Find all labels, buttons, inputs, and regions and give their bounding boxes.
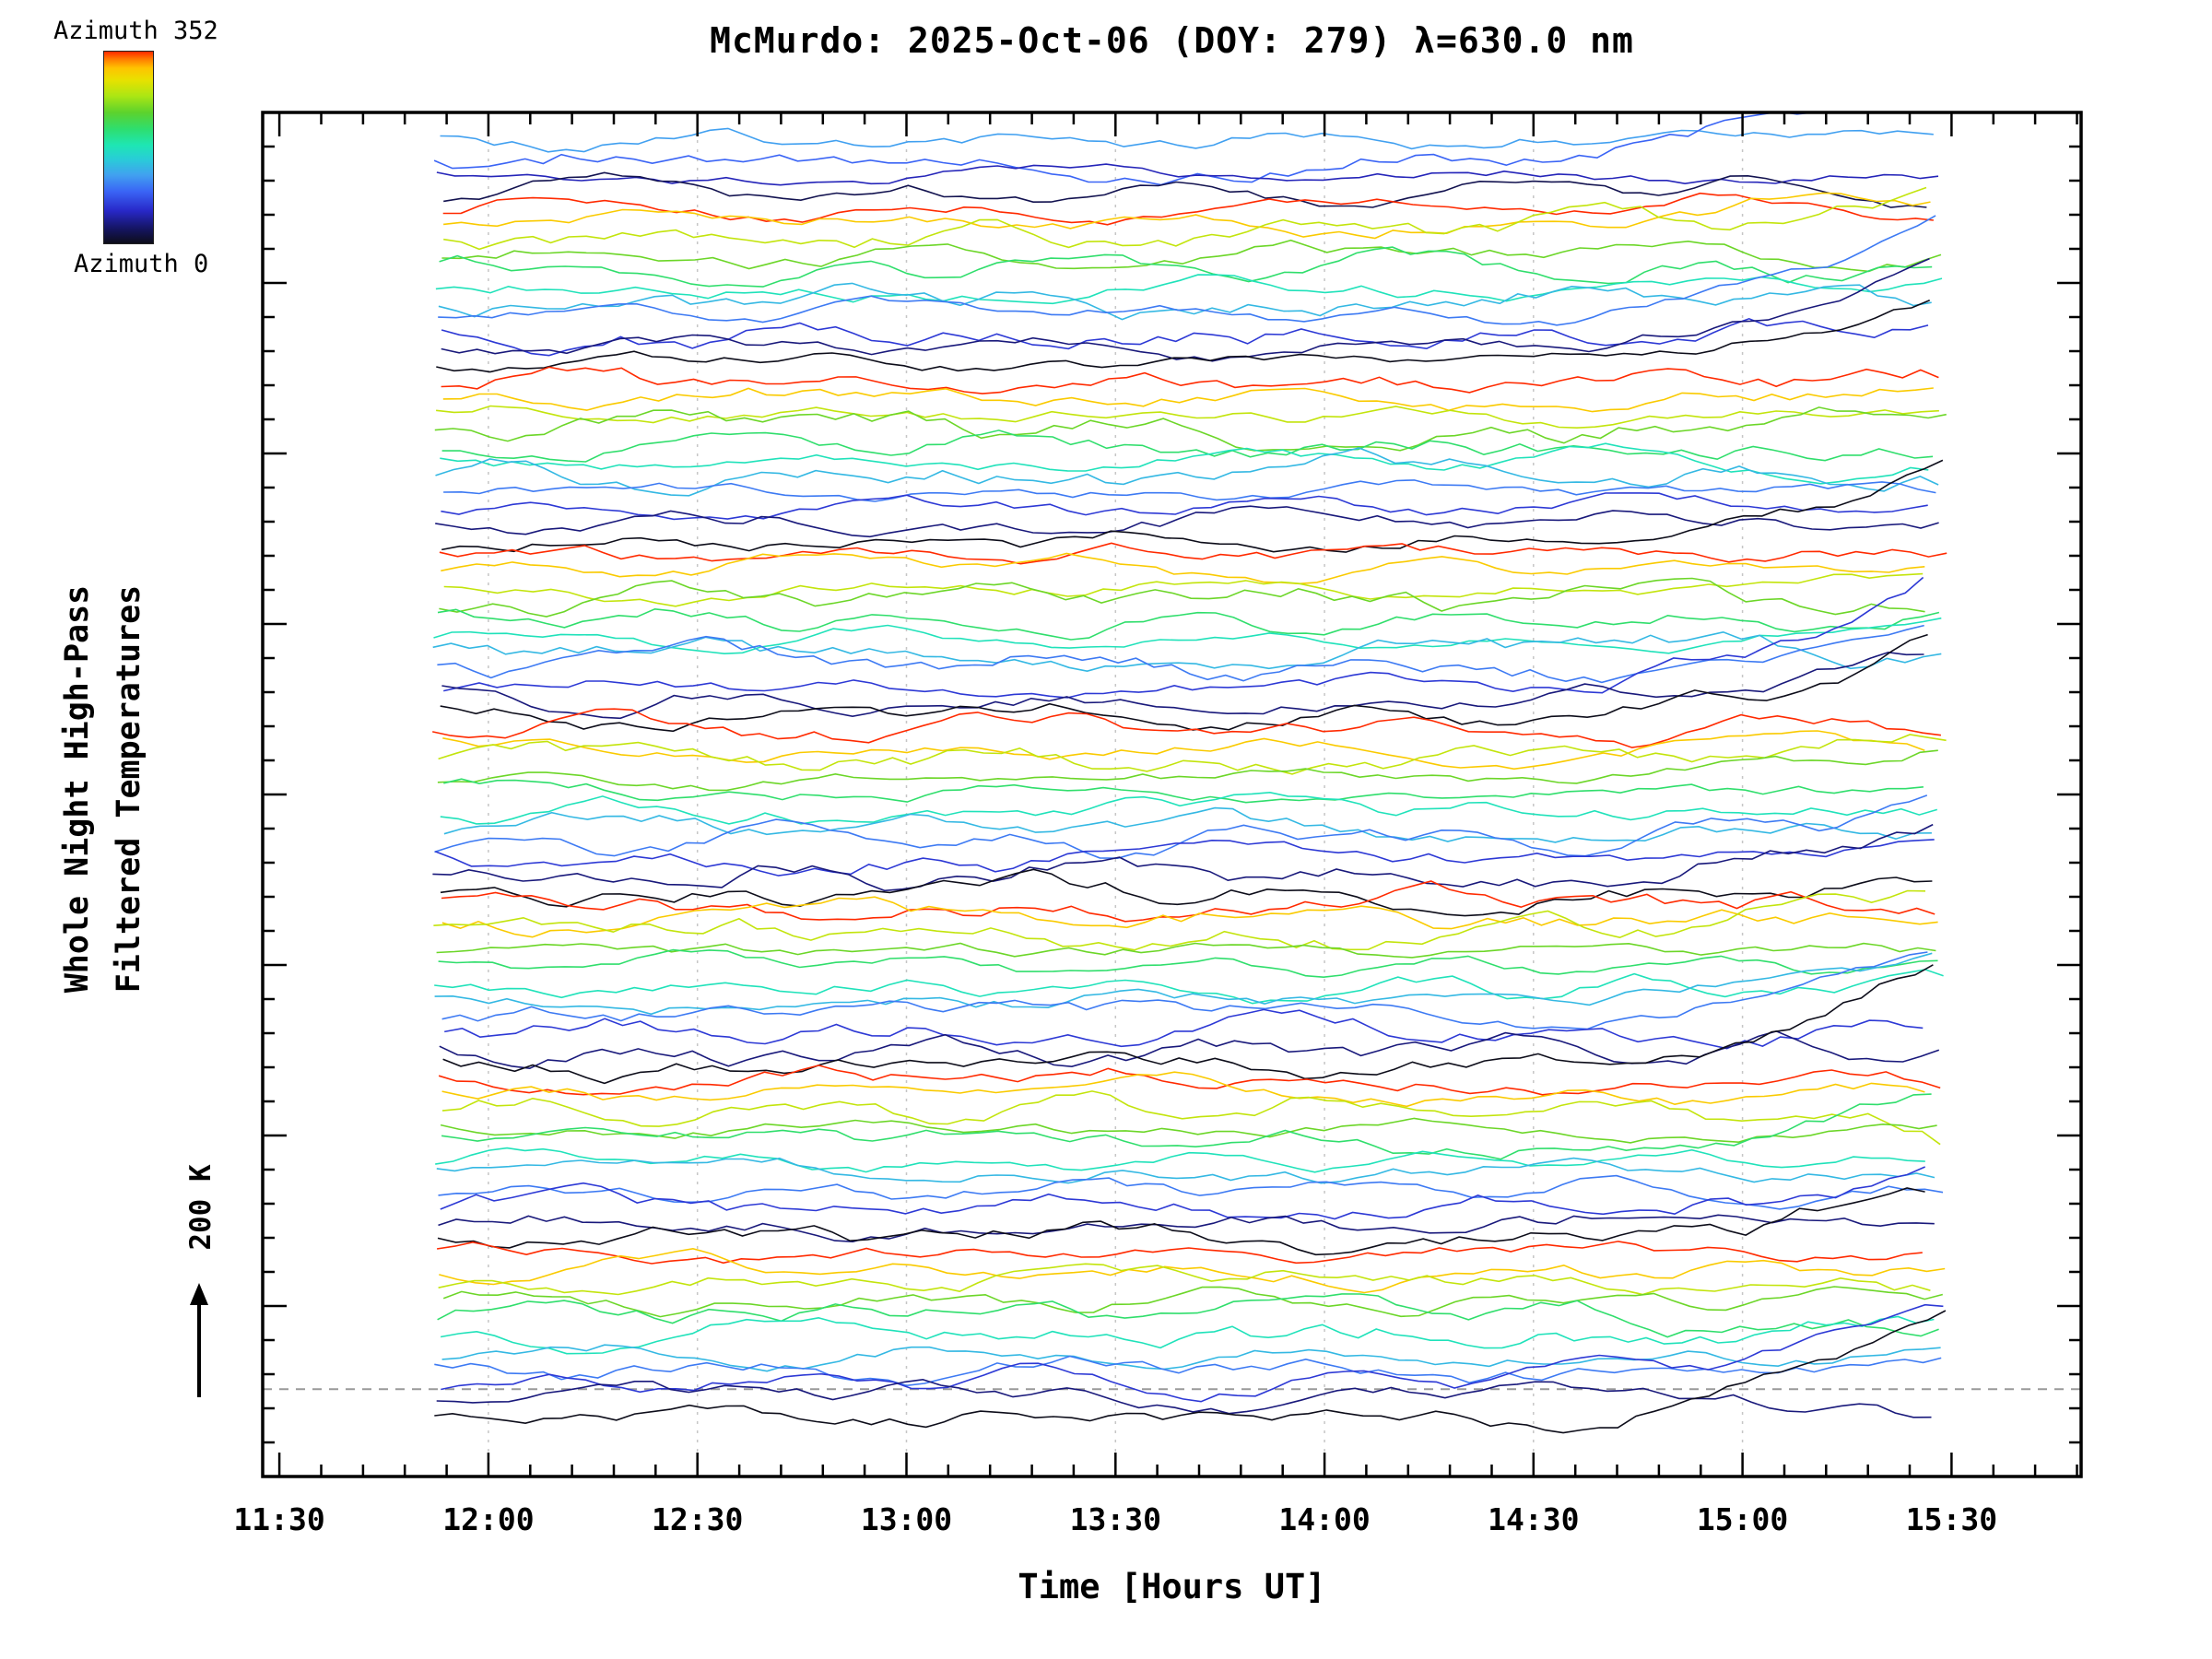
colorbar-min-label: Azimuth 0 — [74, 250, 209, 278]
azimuth-colorbar: Azimuth 352 Azimuth 0 — [48, 17, 251, 278]
svg-text:13:30: 13:30 — [1070, 1501, 1161, 1537]
svg-text:11:30: 11:30 — [233, 1501, 324, 1537]
y-axis-label-line2: Filtered Temperatures — [111, 584, 147, 994]
svg-text:12:00: 12:00 — [442, 1501, 534, 1537]
y-axis-label-line1: Whole Night High-Pass — [59, 584, 96, 994]
colorbar-gradient — [103, 51, 154, 244]
scale-bar-label: 200 K — [184, 1164, 218, 1251]
svg-text:14:00: 14:00 — [1278, 1501, 1370, 1537]
svg-text:12:30: 12:30 — [652, 1501, 743, 1537]
svg-text:14:30: 14:30 — [1488, 1501, 1579, 1537]
svg-text:15:30: 15:30 — [1906, 1501, 1997, 1537]
svg-text:15:00: 15:00 — [1697, 1501, 1788, 1537]
colorbar-max-label: Azimuth 352 — [53, 17, 218, 45]
y-axis-label: Whole Night High-Pass Filtered Temperatu… — [52, 393, 155, 1185]
plot-title: McMurdo: 2025-Oct-06 (DOY: 279) λ=630.0 … — [710, 20, 1634, 61]
scale-arrow-icon — [190, 1283, 208, 1397]
x-axis-label: Time [Hours UT] — [1018, 1567, 1326, 1606]
svg-text:13:00: 13:00 — [861, 1501, 952, 1537]
